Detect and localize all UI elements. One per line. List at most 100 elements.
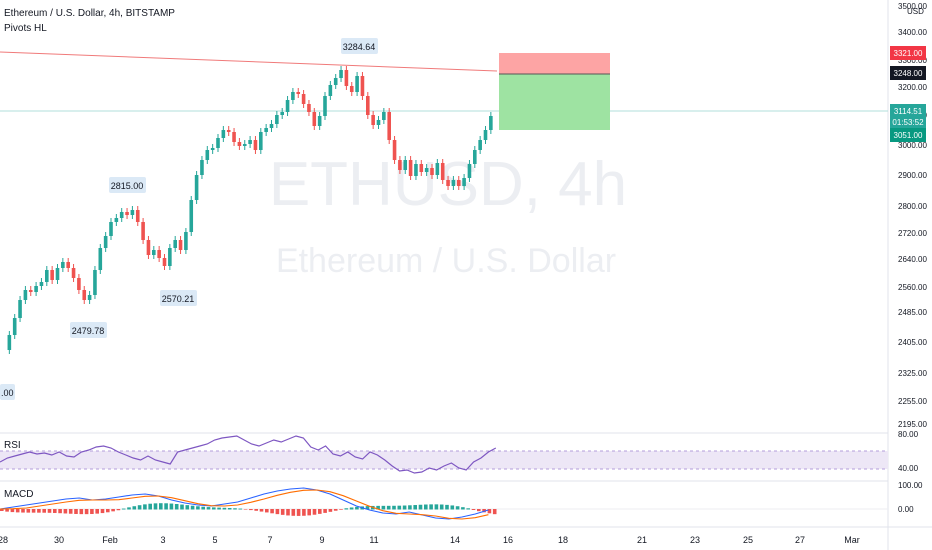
price-tick-label: 2640.00: [898, 255, 927, 264]
histogram-bar: [249, 509, 253, 511]
time-tick-label: 23: [690, 535, 700, 545]
macd-line: [0, 487, 489, 520]
macd-histogram: [0, 503, 497, 516]
currency-label: USD: [907, 7, 924, 16]
take-profit-zone[interactable]: [499, 74, 610, 130]
candle-body: [77, 278, 81, 290]
histogram-bar: [450, 505, 455, 510]
histogram-bar: [259, 509, 264, 512]
candle-body: [226, 130, 231, 132]
bar-countdown: 01:53:52: [892, 118, 924, 127]
candle-body: [440, 163, 445, 180]
candle-body: [360, 76, 365, 96]
histogram-bar: [121, 508, 126, 510]
histogram-bar: [159, 503, 163, 510]
candle-body: [248, 140, 252, 144]
price-tick-label: 3500.00: [898, 2, 927, 11]
resistance-trendline[interactable]: [0, 51, 498, 72]
histogram-bar: [339, 509, 343, 510]
stop-price-badge: 3321.00: [890, 46, 926, 60]
histogram-bar: [21, 509, 25, 513]
histogram-bar: [333, 509, 338, 511]
price-tick-label: 2325.00: [898, 369, 927, 378]
candle-body: [173, 240, 177, 248]
watermark-description: Ethereum / U.S. Dollar: [276, 242, 616, 280]
candle-body: [291, 92, 295, 100]
time-axis[interactable]: 28 30 Feb 3 5 7 9 11 14 16 18 21 23 25 27 Mar: [0, 535, 860, 545]
candle-body: [162, 258, 167, 266]
histogram-bar: [482, 509, 486, 513]
price-tick-label: 2405.00: [898, 338, 927, 347]
price-tick-label: 2255.00: [898, 397, 927, 406]
macd-pane-title[interactable]: MACD: [4, 489, 34, 500]
candle-body: [119, 212, 124, 218]
time-tick-label: 9: [319, 535, 324, 545]
chart-title[interactable]: Ethereum / U.S. Dollar, 4h, BITSTAMP: [4, 8, 175, 19]
candle-body: [34, 286, 38, 292]
candle-body: [392, 140, 397, 160]
histogram-bar: [280, 509, 285, 515]
price-tick-label: 3400.00: [898, 28, 927, 37]
histogram-bar: [79, 509, 84, 515]
histogram-bar: [461, 507, 465, 510]
histogram-bar: [418, 504, 423, 510]
histogram-bar: [127, 507, 131, 510]
pivot-high-1: 2815.00: [109, 177, 146, 193]
candle-body: [45, 270, 49, 282]
histogram-bar: [355, 506, 359, 510]
time-tick-label: 5: [212, 535, 217, 545]
candle-body: [18, 300, 22, 318]
candle-body: [419, 164, 424, 172]
candle-body: [264, 128, 268, 132]
histogram-bar: [439, 504, 444, 510]
entry-price-badge: 3248.00: [890, 66, 926, 80]
histogram-bar: [434, 504, 439, 510]
price-tick-label: 3300.00: [898, 56, 927, 65]
pivot-label: 2570.21: [162, 294, 195, 304]
price-tick-label: 2485.00: [898, 308, 927, 317]
histogram-bar: [291, 509, 296, 516]
histogram-bar: [190, 505, 195, 510]
candle-body: [339, 70, 343, 78]
rsi-pane-title[interactable]: RSI: [4, 440, 21, 451]
candle-body: [109, 222, 113, 236]
time-tick-label: 7: [267, 535, 272, 545]
indicator-label[interactable]: Pivots HL: [4, 23, 47, 34]
histogram-bar: [349, 507, 354, 510]
time-tick-label: 16: [503, 535, 513, 545]
price-tick-label: 2720.00: [898, 229, 927, 238]
macd-zero-value: 0.00: [898, 505, 914, 514]
pivot-label: .00: [1, 388, 14, 398]
candle-body: [28, 290, 33, 292]
histogram-bar: [424, 504, 428, 510]
candle-body: [135, 210, 140, 222]
candle-body: [376, 120, 381, 125]
candle-body: [414, 164, 418, 176]
candle-body: [200, 160, 204, 175]
candle-body: [216, 138, 220, 148]
histogram-bar: [63, 509, 68, 514]
rsi-lower-value: 40.00: [898, 464, 919, 473]
histogram-bar: [111, 509, 115, 512]
candle-body: [451, 180, 456, 186]
candle-body: [435, 163, 440, 175]
stop-loss-zone[interactable]: [499, 53, 610, 74]
price-tick-label: 3000.00: [898, 141, 927, 150]
time-tick-label: 18: [558, 535, 568, 545]
histogram-bar: [164, 503, 168, 510]
histogram-bar: [243, 509, 248, 510]
histogram-bar: [471, 509, 476, 510]
pivot-high-2: 3284.64: [341, 38, 378, 54]
histogram-bar: [47, 509, 52, 513]
histogram-bar: [5, 509, 9, 512]
candle-body: [275, 115, 279, 124]
candle-body: [71, 268, 76, 278]
histogram-bar: [429, 504, 433, 510]
candle-body: [280, 112, 284, 115]
candle-body: [307, 104, 311, 112]
time-tick-label: Feb: [102, 535, 118, 545]
entry-price-text: 3248.00: [894, 69, 923, 78]
histogram-bar: [312, 509, 317, 515]
